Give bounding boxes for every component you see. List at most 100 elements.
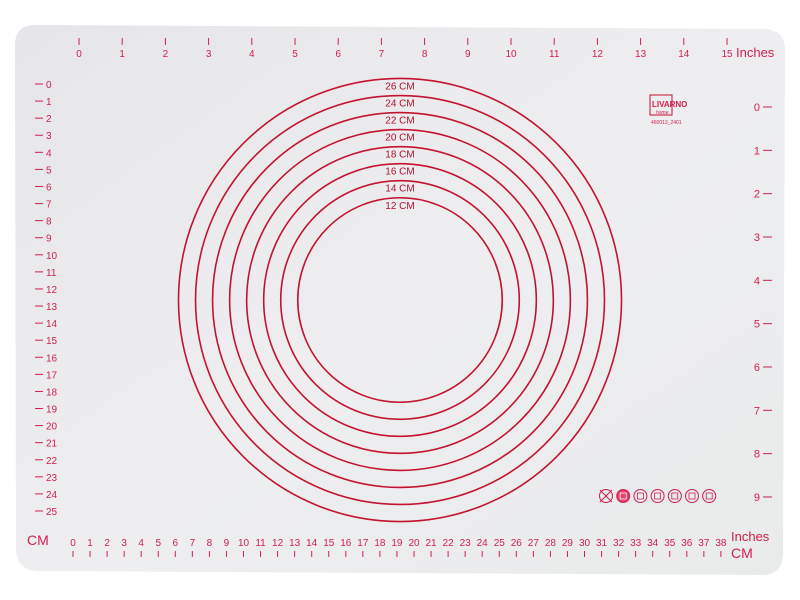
bottom-tick-label: 33 (630, 538, 642, 549)
top-tick-label: 1 (119, 49, 125, 60)
svg-text:home: home (656, 110, 669, 116)
bottom-tick-label: 36 (681, 538, 693, 549)
dishwasher-icon (633, 489, 648, 503)
bottom-tick-label: 22 (443, 538, 455, 549)
left-tick-label: 14 (46, 319, 58, 330)
left-tick-label: 12 (46, 285, 58, 296)
right-tick-label: 7 (754, 405, 760, 417)
circle-16cm (262, 162, 538, 438)
right-tick-label: 1 (754, 145, 760, 157)
top-tick-label: 9 (465, 49, 471, 60)
left-tick-label: 13 (46, 302, 58, 313)
bottom-tick-label: 18 (374, 538, 386, 549)
bottom-tick-label: 12 (272, 538, 284, 549)
oven-icon (616, 489, 631, 503)
bottom-tick-label: 9 (224, 538, 230, 549)
bottom-tick-label: 15 (323, 538, 335, 549)
bottom-tick-label: 6 (173, 538, 179, 549)
circle-20cm (228, 128, 572, 472)
top-tick-label: 5 (292, 49, 298, 60)
bottom-tick-label: 25 (494, 538, 506, 549)
right-tick-label: 9 (754, 492, 760, 504)
svg-text:460013_2401: 460013_2401 (651, 120, 682, 126)
top-tick-label: 12 (592, 49, 604, 60)
circle-24cm (194, 94, 606, 506)
circle-14cm (279, 179, 521, 421)
right-tick-label: 8 (754, 449, 760, 461)
right-tick-label: 3 (754, 232, 760, 244)
circle-label: 12 CM (385, 201, 414, 212)
top-tick-label: 4 (249, 49, 255, 60)
left-tick-label: 15 (46, 336, 58, 347)
left-tick-label: 22 (46, 456, 58, 467)
temp-min-icon (702, 489, 717, 503)
bottom-tick-label: 31 (596, 538, 608, 549)
left-tick-label: 1 (46, 97, 52, 108)
top-tick-label: 11 (549, 49, 560, 60)
bottom-tick-label: 38 (715, 538, 727, 549)
temp-max-icon (685, 489, 699, 503)
brand-logo: LIVARNO home 460013_2401 (649, 94, 687, 126)
bottom-left-cm-label: CM (27, 532, 49, 548)
svg-text:LIVARNO: LIVARNO (652, 100, 687, 109)
bottom-tick-label: 27 (528, 538, 540, 549)
circle-guides: 26 CM 24 CM 22 CM 20 CM 18 CM 16 CM 14 CM 12 CM (177, 77, 623, 523)
left-tick-label: 10 (46, 251, 58, 262)
bottom-inches-label: Inches (731, 529, 770, 544)
left-tick-label: 6 (46, 182, 52, 193)
bottom-tick-label: 11 (255, 538, 266, 549)
circle-22cm (211, 111, 589, 489)
bottom-tick-label: 30 (579, 538, 591, 549)
bottom-tick-label: 13 (289, 538, 301, 549)
left-tick-label: 5 (46, 165, 52, 176)
left-tick-label: 8 (46, 217, 52, 228)
bottom-tick-label: 10 (238, 538, 250, 549)
top-tick-label: 15 (721, 49, 733, 60)
top-tick-label: 6 (335, 49, 341, 60)
top-tick-label: 10 (505, 49, 517, 60)
left-tick-label: 3 (46, 131, 52, 142)
top-tick-label: 2 (163, 49, 169, 60)
bottom-tick-label: 19 (391, 538, 403, 549)
bottom-cm-label: CM (731, 545, 753, 561)
bottom-tick-label: 1 (87, 538, 93, 549)
circle-26cm (177, 77, 623, 523)
right-tick-label: 0 (754, 102, 760, 114)
circle-18cm (245, 145, 555, 455)
left-tick-label: 7 (46, 200, 52, 211)
left-tick-label: 19 (46, 405, 58, 416)
left-tick-label: 9 (46, 234, 52, 245)
left-tick-label: 23 (46, 473, 58, 484)
bottom-tick-label: 4 (138, 538, 144, 549)
bottom-tick-label: 28 (545, 538, 557, 549)
left-tick-label: 16 (46, 353, 58, 364)
circle-12cm (296, 196, 504, 404)
left-tick-label: 20 (46, 422, 58, 433)
bottom-tick-label: 29 (562, 538, 574, 549)
bottom-tick-label: 8 (207, 538, 213, 549)
left-tick-label: 21 (46, 439, 58, 450)
top-inches-label: Inches (736, 45, 775, 60)
no-cutting-icon (599, 489, 613, 503)
bottom-tick-label: 32 (613, 538, 625, 549)
top-tick-label: 8 (422, 49, 428, 60)
top-tick-label: 14 (678, 49, 690, 60)
right-tick-label: 4 (754, 275, 760, 287)
left-tick-label: 18 (46, 387, 58, 398)
bottom-tick-label: 16 (340, 538, 352, 549)
rulers: 0 1 2 3 4 5 6 7 8 9 10 11 12 13 14 15012345678910111213… (35, 38, 772, 557)
bottom-tick-label: 26 (511, 538, 523, 549)
bottom-tick-label: 3 (121, 538, 127, 549)
top-tick-label: 7 (379, 49, 385, 60)
bottom-tick-label: 7 (190, 538, 196, 549)
bottom-tick-label: 0 (70, 538, 76, 549)
left-tick-label: 17 (46, 370, 58, 381)
top-tick-label: 0 (76, 49, 82, 60)
bottom-tick-label: 2 (104, 538, 110, 549)
mat-surface (15, 25, 785, 575)
freezer-icon (650, 489, 665, 503)
top-tick-label: 13 (635, 49, 647, 60)
left-tick-label: 11 (46, 268, 57, 279)
bottom-tick-label: 21 (425, 538, 437, 549)
